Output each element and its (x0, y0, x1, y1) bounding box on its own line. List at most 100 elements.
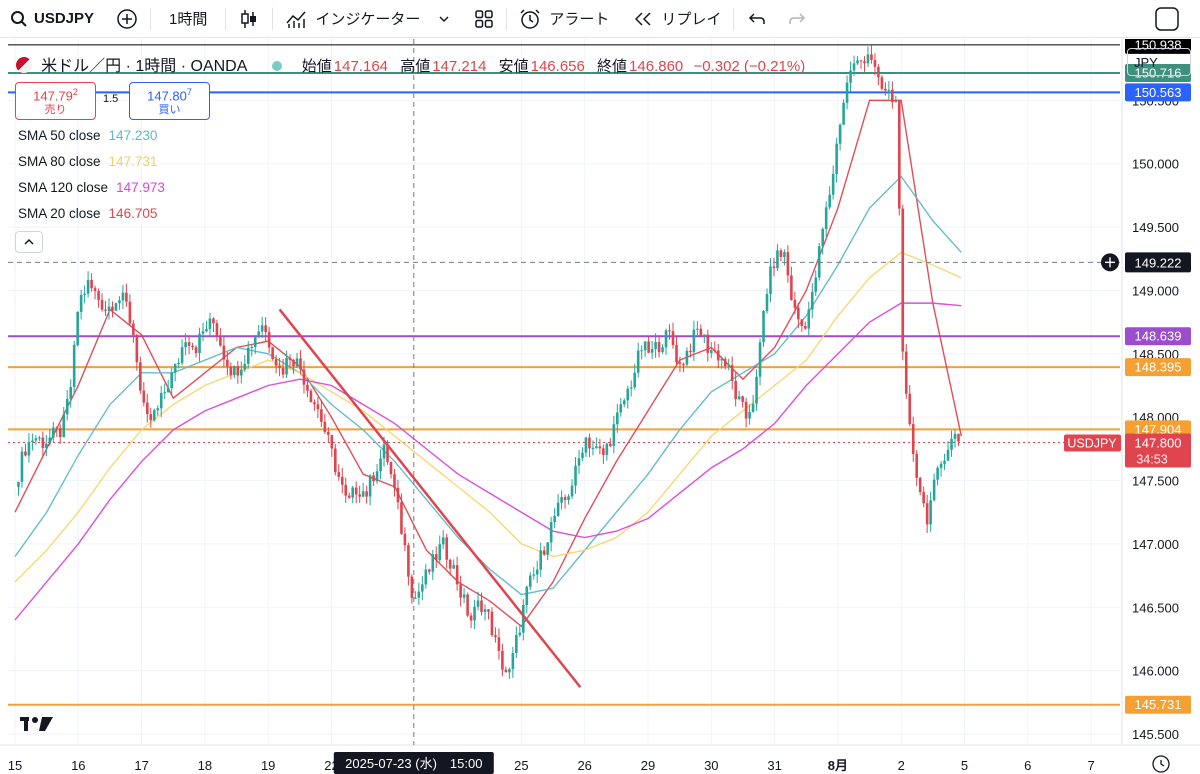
candle-body (177, 362, 180, 364)
time-tick-label: 29 (641, 758, 655, 773)
candle-body (904, 351, 908, 394)
price-tick-label: 149.000 (1132, 283, 1179, 298)
crosshair-time-tag (333, 752, 494, 774)
candle-body (730, 365, 734, 381)
level-price-tag (1125, 358, 1191, 377)
candle-body (121, 292, 125, 301)
layout-button[interactable] (462, 0, 506, 38)
window-toggle-button[interactable] (1144, 0, 1190, 38)
candle-body (344, 484, 348, 496)
trendline[interactable] (278, 308, 582, 688)
candle-body (542, 550, 546, 555)
candle-body (831, 173, 835, 195)
time-tick-label: 15 (8, 758, 22, 773)
candle-body (804, 325, 807, 329)
candle-body (469, 615, 473, 621)
candle-body (950, 438, 953, 450)
chart-type-button[interactable] (226, 0, 272, 38)
compare-symbol-button[interactable] (104, 0, 150, 38)
candle-body (894, 101, 898, 103)
candle-body (765, 294, 769, 312)
candle-body (260, 325, 264, 332)
spread-value: 1.5 (103, 93, 119, 105)
time-tick-label: 17 (134, 758, 148, 773)
buy-label: 買い (158, 104, 181, 117)
undo-button[interactable] (734, 0, 780, 38)
candle-body (535, 569, 539, 575)
candle-body (629, 387, 633, 389)
candle-body (222, 345, 226, 360)
candle-body (441, 537, 445, 545)
indicators-button[interactable]: インジケーター (273, 0, 462, 38)
candle-body (776, 250, 779, 269)
sma-120-legend[interactable]: SMA 120 close 147.973 (18, 180, 165, 195)
buy-button[interactable]: 147.807 買い (129, 82, 210, 121)
candle-body (414, 597, 417, 599)
candle-body (539, 550, 543, 570)
candle-body (386, 444, 389, 462)
time-tick-label: 7 (1087, 758, 1094, 773)
sma-80-legend[interactable]: SMA 80 close 147.731 (18, 154, 157, 169)
candle-body (723, 358, 727, 367)
candle-body (229, 366, 233, 376)
sell-label: 売り (44, 104, 67, 117)
collapse-legend-button[interactable] (15, 231, 43, 253)
price-tick-label: 147.000 (1132, 537, 1179, 552)
candlesticks (17, 45, 960, 680)
sma-120-label: SMA 120 close (18, 180, 109, 195)
symbol-search-button[interactable]: USDJPY (0, 0, 104, 38)
candle-body (654, 342, 657, 349)
price-tick-label: 146.500 (1132, 600, 1179, 615)
candle-body (657, 342, 661, 353)
candle-body (347, 495, 351, 498)
alert-button[interactable]: アラート (507, 0, 621, 38)
candle-body (814, 277, 818, 292)
candle-body (72, 344, 76, 387)
candle-body (358, 494, 361, 497)
candle-body (501, 650, 504, 670)
candle-body (438, 544, 442, 561)
rewind-icon (635, 11, 651, 26)
sma-20-legend[interactable]: SMA 20 close 146.705 (18, 206, 157, 221)
low-value: 146.656 (530, 58, 585, 75)
replay-button[interactable]: リプレイ (621, 0, 733, 38)
candle-body (97, 290, 100, 300)
candle-body (316, 404, 320, 410)
sma-20-value: 146.705 (108, 206, 158, 221)
candle-body (619, 404, 623, 413)
currency-selector[interactable]: JPY (1127, 48, 1191, 76)
price-tick-label: 147.500 (1132, 474, 1179, 489)
candle-body (187, 342, 191, 346)
crosshair: 149.222 2025-07-23 (水) 15:00 (8, 39, 1191, 774)
candle-body (664, 330, 668, 348)
sma-50-legend[interactable]: SMA 50 close 147.230 (18, 128, 157, 143)
chart-legend: 米ドル／円 · 1時間 · OANDA 始値 147.164 高値 147.214 … (16, 52, 805, 76)
sell-price: 147.79 (33, 88, 73, 104)
candle-body (285, 358, 288, 375)
interval-button[interactable]: 1時間 (151, 0, 225, 38)
candle-body (466, 594, 469, 616)
redo-button[interactable] (780, 0, 814, 38)
candle-body (640, 350, 643, 352)
candle-body (891, 89, 894, 103)
level-price-tag (1125, 39, 1191, 54)
candle-body (170, 372, 173, 389)
candle-body (145, 402, 149, 415)
candle-body (911, 424, 915, 454)
candle-body (553, 516, 556, 523)
candle-body (295, 358, 299, 367)
candle-body (132, 323, 135, 335)
candle-body (671, 331, 675, 346)
candle-body (908, 393, 912, 425)
replay-label: リプレイ (661, 11, 722, 28)
candle-body (856, 60, 859, 64)
candle-body (31, 440, 34, 442)
tradingview-logo (20, 717, 53, 731)
timezone-icon[interactable] (1152, 755, 1170, 773)
candle-body (389, 461, 393, 475)
price-chart[interactable]: 145.500146.000146.500147.000147.500148.0… (0, 39, 1200, 774)
candle-body (957, 433, 960, 442)
sell-button[interactable]: 147.792 売り (15, 82, 96, 121)
candle-body (710, 350, 713, 353)
candle-body (734, 380, 737, 400)
